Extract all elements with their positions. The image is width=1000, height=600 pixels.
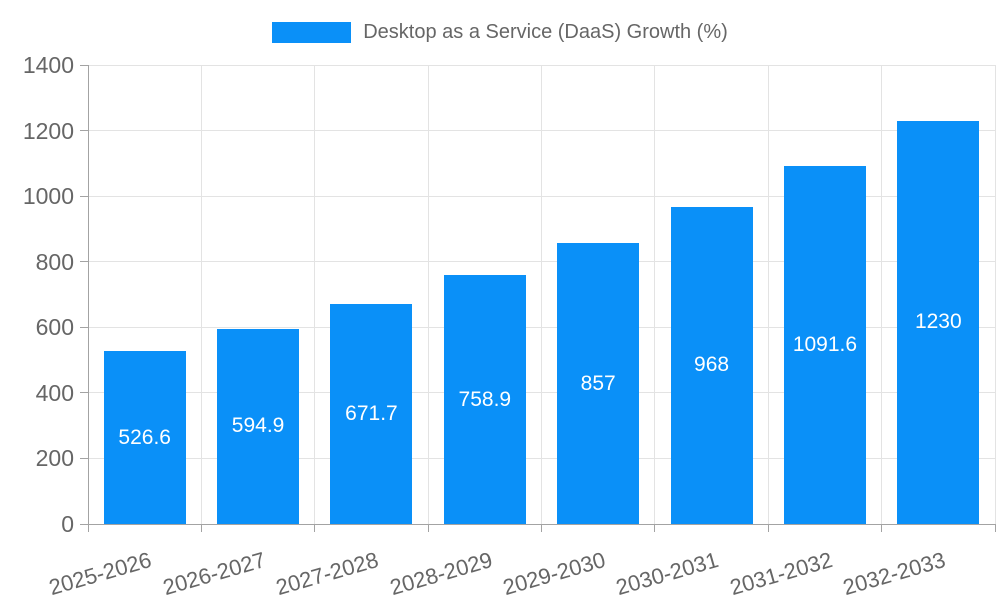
- x-tick-label: 2026-2027: [159, 547, 268, 600]
- y-axis-tick: [80, 392, 88, 394]
- y-tick-label: 800: [35, 248, 74, 275]
- x-tick-label: 2032-2033: [840, 547, 949, 600]
- y-axis-tick: [80, 326, 88, 328]
- y-axis-tick: [80, 261, 88, 263]
- y-axis-tick: [80, 457, 88, 459]
- x-gridline: [767, 65, 769, 524]
- bar-value-label: 968: [694, 353, 730, 377]
- y-axis-tick: [80, 64, 88, 66]
- bar: [897, 120, 980, 524]
- y-tick-label: 600: [35, 314, 74, 341]
- x-axis-tick: [881, 524, 883, 532]
- bar-value-label: 758.9: [458, 387, 512, 411]
- x-gridline: [881, 65, 883, 524]
- y-tick-label: 1400: [22, 52, 74, 78]
- y-axis-tick: [80, 523, 88, 525]
- legend-label: Desktop as a Service (DaaS) Growth (%): [363, 20, 728, 43]
- x-gridline: [200, 65, 202, 524]
- y-axis-tick: [80, 130, 88, 132]
- x-gridline: [541, 65, 542, 524]
- bar-value-label: 1230: [914, 310, 962, 334]
- y-axis-tick: [80, 195, 88, 197]
- x-tick-label: 2027-2028: [273, 547, 382, 600]
- x-axis-tick: [427, 524, 429, 532]
- x-tick-label: 2031-2032: [726, 547, 835, 600]
- x-tick-label: 2028-2029: [386, 547, 495, 600]
- x-axis-tick: [314, 524, 316, 532]
- bar: [330, 303, 413, 524]
- x-axis-tick: [541, 524, 542, 532]
- y-axis-line: [87, 65, 89, 532]
- y-tick-label: 400: [35, 379, 74, 406]
- bar: [557, 243, 640, 524]
- x-gridline: [314, 65, 316, 524]
- bar-value-label: 526.6: [118, 425, 171, 449]
- y-tick-label: 0: [61, 511, 74, 537]
- bar: [783, 166, 866, 524]
- bar: [670, 206, 753, 524]
- x-axis-tick: [654, 524, 656, 532]
- bar-value-label: 1091.6: [792, 333, 858, 357]
- x-tick-label: 2030-2031: [613, 547, 722, 600]
- chart-legend[interactable]: Desktop as a Service (DaaS) Growth (%): [0, 12, 1000, 52]
- y-tick-label: 1200: [22, 117, 74, 144]
- bar: [103, 351, 186, 524]
- x-gridline: [427, 65, 429, 524]
- x-tick-label: 2025-2026: [46, 547, 155, 600]
- x-gridline: [994, 65, 996, 524]
- x-gridline: [654, 65, 656, 524]
- bar: [217, 328, 300, 524]
- bar: [443, 275, 526, 524]
- x-tick-label: 2029-2030: [500, 547, 609, 600]
- bar-value-label: 594.9: [231, 414, 285, 438]
- x-axis-tick: [200, 524, 202, 532]
- bar-value-label: 671.7: [345, 401, 398, 425]
- bar-value-label: 857: [580, 371, 616, 395]
- x-axis-tick: [994, 524, 996, 532]
- y-tick-label: 200: [35, 445, 74, 472]
- legend-swatch: [272, 21, 352, 43]
- x-axis-tick: [767, 524, 769, 532]
- y-tick-label: 1000: [22, 183, 74, 210]
- x-axis-line: [88, 523, 995, 525]
